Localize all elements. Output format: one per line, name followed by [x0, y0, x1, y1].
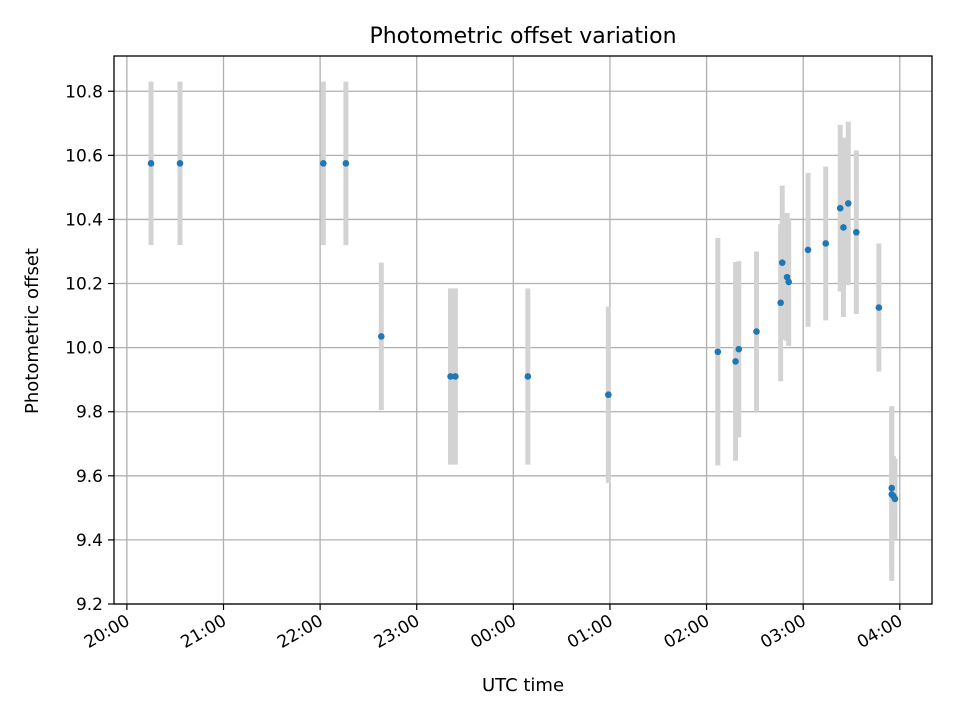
data-point: [605, 391, 612, 399]
data-point: [844, 200, 852, 207]
x-axis-ticks: 20:00 21:00 22:00 23:00 00:00 01:00 02:00 03:00…: [81, 604, 906, 653]
data-point: [822, 240, 830, 247]
data-point: [147, 160, 155, 167]
data-point: [778, 259, 786, 267]
data-point: [888, 484, 896, 492]
y-tick-label: 10.8: [65, 82, 103, 102]
data-point: [735, 345, 743, 353]
chart-title: Photometric offset variation: [369, 24, 676, 49]
x-tick-label: 00:00: [467, 611, 519, 653]
x-axis-label: UTC time: [482, 675, 564, 696]
plot-frame: [113, 55, 933, 605]
data-point: [785, 278, 792, 286]
data-point: [753, 328, 760, 335]
y-tick-label: 10.6: [65, 146, 103, 166]
y-axis-label: Photometric offset: [22, 248, 43, 414]
data-point: [891, 495, 899, 503]
y-tick-label: 9.4: [76, 531, 103, 551]
y-tick-label: 9.2: [76, 595, 103, 615]
data-point: [176, 160, 184, 167]
y-tick-label: 9.8: [76, 403, 103, 423]
data-point: [777, 299, 784, 307]
data-points: [147, 160, 899, 503]
y-axis-ticks: 9.2 9.4 9.6 9.8 10.0 10.2 10.4 10.6 10.8: [65, 82, 114, 615]
data-point: [875, 304, 883, 311]
x-tick-label: 23:00: [371, 611, 423, 653]
data-point: [524, 373, 532, 380]
y-tick-label: 10.0: [65, 339, 103, 359]
error-bars: [148, 81, 898, 581]
y-tick-label: 10.2: [65, 275, 103, 295]
data-point: [447, 373, 454, 380]
x-tick-label: 03:00: [757, 611, 809, 653]
data-point: [342, 160, 350, 167]
data-point: [840, 224, 847, 231]
data-point: [732, 358, 739, 365]
grid-lines: [114, 56, 932, 605]
x-tick-label: 22:00: [274, 611, 326, 653]
y-tick-label: 10.4: [65, 210, 103, 230]
x-tick-label: 20:00: [81, 611, 133, 653]
data-point: [452, 373, 459, 380]
data-point: [836, 204, 844, 212]
x-tick-label: 02:00: [661, 611, 713, 653]
data-point: [853, 228, 860, 236]
y-tick-label: 9.6: [76, 467, 103, 487]
data-point: [804, 246, 812, 254]
x-tick-label: 01:00: [564, 611, 616, 653]
x-tick-label: 04:00: [854, 611, 906, 653]
data-point: [320, 160, 327, 167]
data-point: [377, 333, 385, 340]
x-tick-label: 21:00: [178, 611, 230, 653]
data-point: [714, 348, 722, 356]
